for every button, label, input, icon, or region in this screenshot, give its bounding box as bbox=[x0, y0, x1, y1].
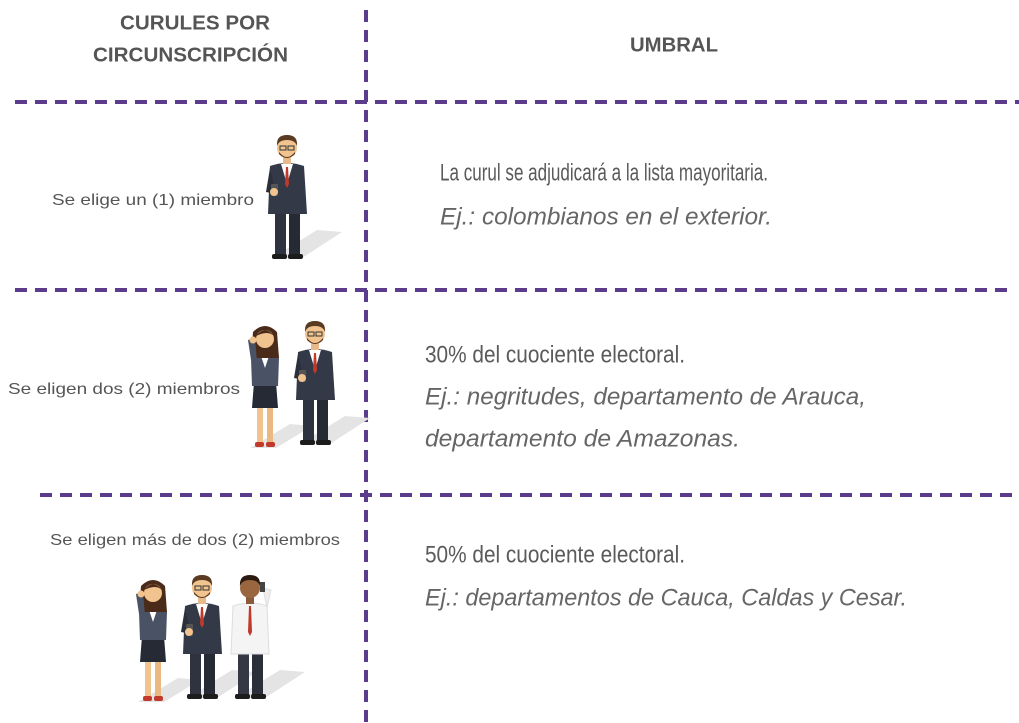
seats-text: Se eligen dos (2) miembros bbox=[8, 381, 240, 398]
example-text: Ej.: negritudes, departamento de Arauca, bbox=[425, 383, 866, 410]
threshold-text: La curul se adjudicará a la lista mayori… bbox=[440, 159, 768, 186]
seats-text: Se elige un (1) miembro bbox=[52, 192, 254, 209]
threshold-text: 30% del cuociente electoral. bbox=[425, 341, 685, 368]
person-illustration bbox=[266, 135, 342, 259]
seats-text: Se eligen más de dos (2) miembros bbox=[50, 532, 340, 549]
person-illustration bbox=[231, 575, 305, 699]
threshold-text: 50% del cuociente electoral. bbox=[425, 541, 685, 568]
header-text: CURULES POR bbox=[120, 12, 271, 34]
example-text: departamento de Amazonas. bbox=[425, 425, 740, 452]
header-text: UMBRAL bbox=[630, 34, 718, 56]
example-text: Ej.: colombianos en el exterior. bbox=[440, 203, 772, 230]
person-illustration bbox=[294, 321, 370, 445]
example-text: Ej.: departamentos de Cauca, Caldas y Ce… bbox=[425, 584, 907, 611]
header-text: CIRCUNSCRIPCIÓN bbox=[93, 42, 288, 66]
